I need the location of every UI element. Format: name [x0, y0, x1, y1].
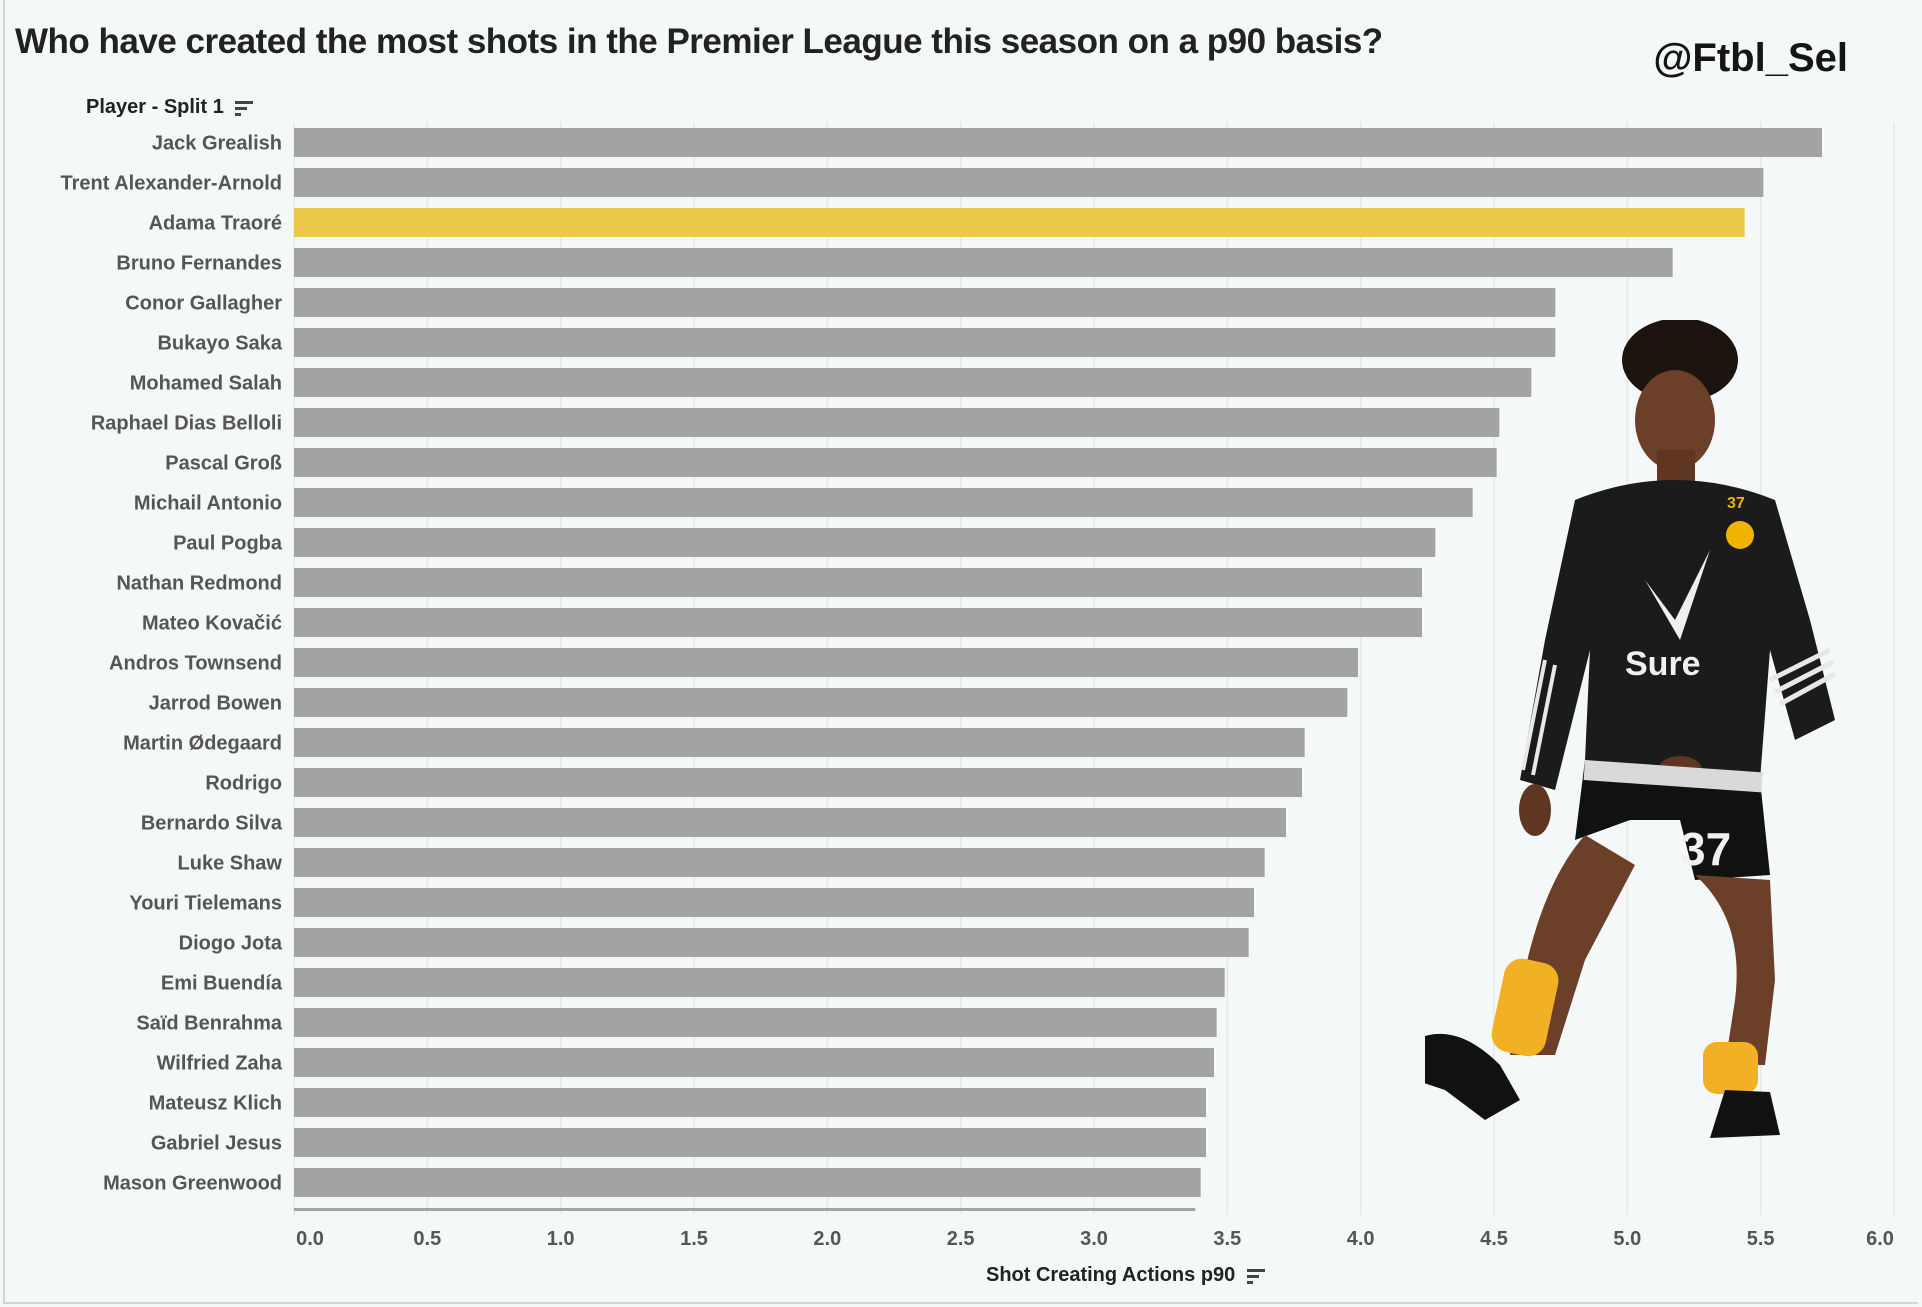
partial-bar	[294, 1208, 1196, 1211]
x-axis-title[interactable]: Shot Creating Actions p90	[986, 1264, 1267, 1287]
player-photo: 37 Sure 37	[1425, 320, 1837, 1138]
bar[interactable]	[294, 488, 1473, 517]
chart-title: Who have created the most shots in the P…	[15, 22, 1383, 61]
category-label: Luke Shaw	[178, 853, 283, 875]
bar[interactable]	[294, 728, 1305, 757]
category-label: Mohamed Salah	[130, 373, 282, 395]
category-label: Conor Gallagher	[125, 293, 282, 315]
category-label: Jarrod Bowen	[149, 693, 282, 715]
x-tick-label: 6.0	[1866, 1228, 1894, 1250]
x-tick-label: 5.0	[1613, 1228, 1641, 1250]
x-tick-label: 1.0	[547, 1228, 575, 1250]
jacket-number: 37	[1727, 495, 1745, 512]
category-label: Youri Tielemans	[129, 893, 282, 915]
sort-icon[interactable]	[235, 99, 255, 117]
bar[interactable]	[294, 448, 1497, 477]
bar[interactable]	[294, 808, 1286, 837]
category-label: Mason Greenwood	[103, 1173, 282, 1195]
category-label: Bernardo Silva	[141, 813, 283, 835]
category-label: Michail Antonio	[134, 493, 282, 515]
sort-icon[interactable]	[1246, 1267, 1267, 1285]
bar[interactable]	[294, 1128, 1206, 1157]
bar[interactable]	[294, 1008, 1217, 1037]
category-label: Gabriel Jesus	[151, 1133, 282, 1155]
category-label: Martin Ødegaard	[123, 733, 282, 755]
bar[interactable]	[294, 1088, 1206, 1117]
bar[interactable]	[294, 368, 1532, 397]
x-tick-label: 3.0	[1080, 1228, 1108, 1250]
bar[interactable]	[294, 968, 1225, 997]
bar[interactable]	[294, 288, 1556, 317]
bar[interactable]	[294, 128, 1822, 157]
category-label: Raphael Dias Belloli	[91, 413, 282, 435]
x-tick-label: 5.5	[1747, 1228, 1775, 1250]
category-label: Saïd Benrahma	[136, 1013, 282, 1035]
category-label-layer: Jack Grealish Trent Alexander-Arnold Adama…	[60, 133, 282, 1195]
x-tick-label: 0.0	[296, 1228, 324, 1250]
category-label: Paul Pogba	[173, 533, 283, 555]
x-tick-label: 0.5	[413, 1228, 441, 1250]
bar[interactable]	[294, 168, 1764, 197]
category-label: Trent Alexander-Arnold	[60, 173, 282, 195]
bar[interactable]	[294, 768, 1302, 797]
bar[interactable]	[294, 248, 1673, 277]
bar[interactable]	[294, 648, 1358, 677]
category-label: Bukayo Saka	[157, 333, 282, 355]
category-label: Emi Buendía	[161, 973, 283, 995]
category-label: Rodrigo	[205, 773, 282, 795]
bar-layer	[294, 128, 1822, 1211]
bar[interactable]	[294, 208, 1745, 237]
category-label: Mateo Kovačić	[142, 613, 282, 635]
shorts-number: 37	[1680, 823, 1731, 875]
x-tick-label: 4.0	[1347, 1228, 1375, 1250]
category-label: Nathan Redmond	[116, 573, 282, 595]
bar[interactable]	[294, 1168, 1201, 1197]
sponsor-logo: Sure	[1625, 645, 1701, 683]
row-header-label: Player - Split 1	[86, 96, 224, 118]
category-label: Mateusz Klich	[149, 1093, 282, 1115]
x-tick-label: 2.0	[813, 1228, 841, 1250]
category-label: Pascal Groß	[165, 453, 282, 475]
x-tick-label: 4.5	[1480, 1228, 1508, 1250]
category-label: Jack Grealish	[152, 133, 282, 155]
x-tick-label: 1.5	[680, 1228, 708, 1250]
bar[interactable]	[294, 928, 1249, 957]
category-label: Adama Traoré	[149, 213, 282, 235]
bar[interactable]	[294, 848, 1265, 877]
author-handle: @Ftbl_Sel	[1653, 36, 1848, 80]
x-tick-layer: 0.0 0.5 1.0 1.5 2.0 2.5 3.0 3.5 4.0 4.5 5.0 5.5 6.0	[296, 1228, 1894, 1250]
category-label: Bruno Fernandes	[116, 253, 282, 275]
bar[interactable]	[294, 888, 1254, 917]
bar[interactable]	[294, 528, 1436, 557]
bar[interactable]	[294, 1048, 1214, 1077]
row-header[interactable]: Player - Split 1	[86, 96, 255, 119]
category-label: Diogo Jota	[179, 933, 283, 955]
bar[interactable]	[294, 608, 1422, 637]
x-tick-label: 3.5	[1213, 1228, 1241, 1250]
category-label: Wilfried Zaha	[157, 1053, 283, 1075]
category-label: Andros Townsend	[109, 653, 282, 675]
x-tick-label: 2.5	[947, 1228, 975, 1250]
chart-frame	[3, 0, 1918, 1304]
bar[interactable]	[294, 328, 1556, 357]
bar[interactable]	[294, 408, 1500, 437]
x-axis-label: Shot Creating Actions p90	[986, 1264, 1236, 1286]
bar[interactable]	[294, 688, 1348, 717]
bar[interactable]	[294, 568, 1422, 597]
